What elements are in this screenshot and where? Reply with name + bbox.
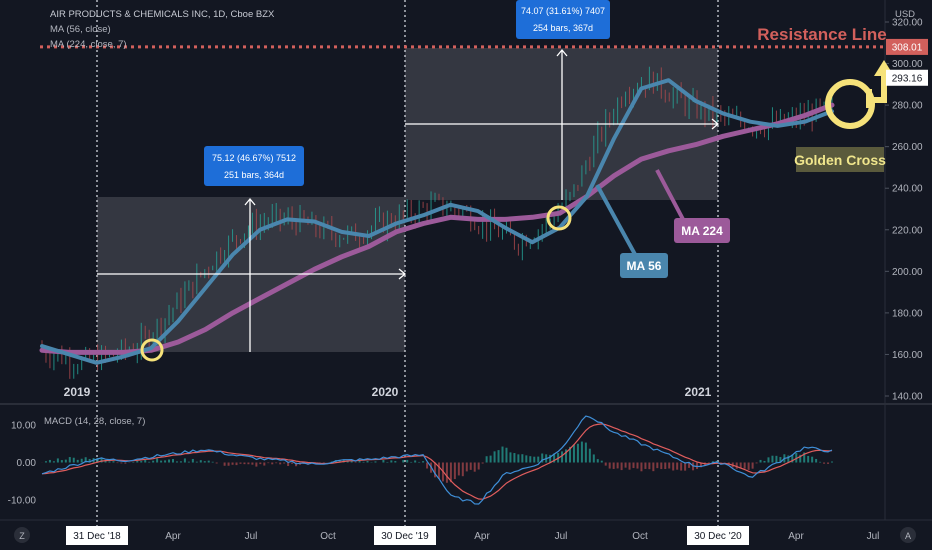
auto-scale-button[interactable] <box>900 527 916 543</box>
measure-arrows-1 <box>97 197 407 352</box>
price-tick: 220.00 <box>892 225 923 236</box>
ma56-tag-label: MA 56 <box>627 259 662 273</box>
year-label-2019: 2019 <box>64 385 91 399</box>
ma56-callout-pointer <box>595 184 639 259</box>
price-tick: 200.00 <box>892 267 923 278</box>
date-badge-2021-label: 30 Dec '20 <box>694 531 742 542</box>
resistance-price-badge <box>886 38 928 55</box>
ma56-line[interactable] <box>40 78 834 365</box>
cross-marker-2019 <box>140 338 164 362</box>
time-tick: Jul <box>867 531 880 542</box>
time-tick: Jul <box>245 531 258 542</box>
time-tick: Oct <box>632 531 648 542</box>
year-label-2020: 2020 <box>372 385 399 399</box>
up-arrow-path <box>866 74 887 103</box>
resistance-price-label: 308.01 <box>892 42 923 53</box>
ma224-tag <box>674 218 730 243</box>
macd-signal-line[interactable] <box>41 423 833 500</box>
measure-label-1-line2: 251 bars, 364d <box>224 170 284 180</box>
price-tick: 280.00 <box>892 101 923 112</box>
chart-title: AIR PRODUCTS & CHEMICALS INC, 1D, Cboe B… <box>50 9 275 20</box>
price-tick: 240.00 <box>892 184 923 195</box>
time-tick: Jul <box>555 531 568 542</box>
price-tick: 320.00 <box>892 18 923 29</box>
resistance-label: Resistance Line <box>757 25 886 44</box>
ma224-tag-label: MA 224 <box>681 224 723 238</box>
price-tick: 160.00 <box>892 350 923 361</box>
macd-tick: -10.00 <box>8 496 37 507</box>
ma224-legend[interactable]: MA (224, close, 7) <box>50 39 127 50</box>
ma224-callout-pointer <box>655 169 688 226</box>
time-tick: Apr <box>474 531 490 542</box>
cross-marker-2020 <box>546 205 572 231</box>
price-tick: 140.00 <box>892 392 923 403</box>
measure-label-2 <box>516 0 610 39</box>
measure-label-2-line1: 74.07 (31.61%) 7407 <box>521 6 605 16</box>
time-tick: Apr <box>165 531 181 542</box>
ma56-tag <box>620 253 668 278</box>
date-badge-2019-label: 31 Dec '18 <box>73 531 121 542</box>
time-tick: Apr <box>788 531 804 542</box>
macd-axis: 10.00 0.00 -10.00 <box>8 421 37 507</box>
price-tick: 260.00 <box>892 142 923 153</box>
measure-label-1 <box>204 146 304 186</box>
golden-cross-tag <box>796 147 884 172</box>
macd-pane <box>41 415 833 505</box>
year-dividers <box>96 0 719 540</box>
currency-label: USD <box>895 9 915 20</box>
price-tick: 300.00 <box>892 59 923 70</box>
time-tick: Oct <box>320 531 336 542</box>
date-badge-2020 <box>374 526 436 545</box>
date-badge-2019 <box>66 526 128 545</box>
macd-tick: 0.00 <box>17 458 37 469</box>
macd-tick: 10.00 <box>11 421 36 432</box>
macd-line[interactable] <box>41 415 833 505</box>
ma224-line[interactable] <box>39 102 835 355</box>
last-price-label: 293.16 <box>892 73 923 84</box>
ma56-legend[interactable]: MA (56, close) <box>50 24 111 35</box>
last-price-badge <box>886 69 928 86</box>
zoom-icon: Z <box>19 531 25 541</box>
price-axis: 320.00 300.00 280.00 260.00 240.00 220.00 200.… <box>885 18 923 403</box>
date-badge-2021 <box>687 526 749 545</box>
year-label-2021: 2021 <box>685 385 712 399</box>
moving-averages <box>39 78 835 365</box>
date-badge-2020-label: 30 Dec '19 <box>381 531 429 542</box>
measure-label-1-line1: 75.12 (46.67%) 7512 <box>212 153 296 163</box>
golden-cross-label: Golden Cross <box>794 152 886 168</box>
measure-label-2-line2: 254 bars, 367d <box>533 23 593 33</box>
measure-arrows-2 <box>405 48 720 200</box>
price-tick: 180.00 <box>892 308 923 319</box>
time-axis: Apr Jul Oct Apr Jul Oct Apr Jul <box>165 531 879 542</box>
auto-scale-icon: A <box>905 531 911 541</box>
zoom-button[interactable] <box>14 527 30 543</box>
macd-legend[interactable]: MACD (14, 28, close, 7) <box>44 416 145 427</box>
